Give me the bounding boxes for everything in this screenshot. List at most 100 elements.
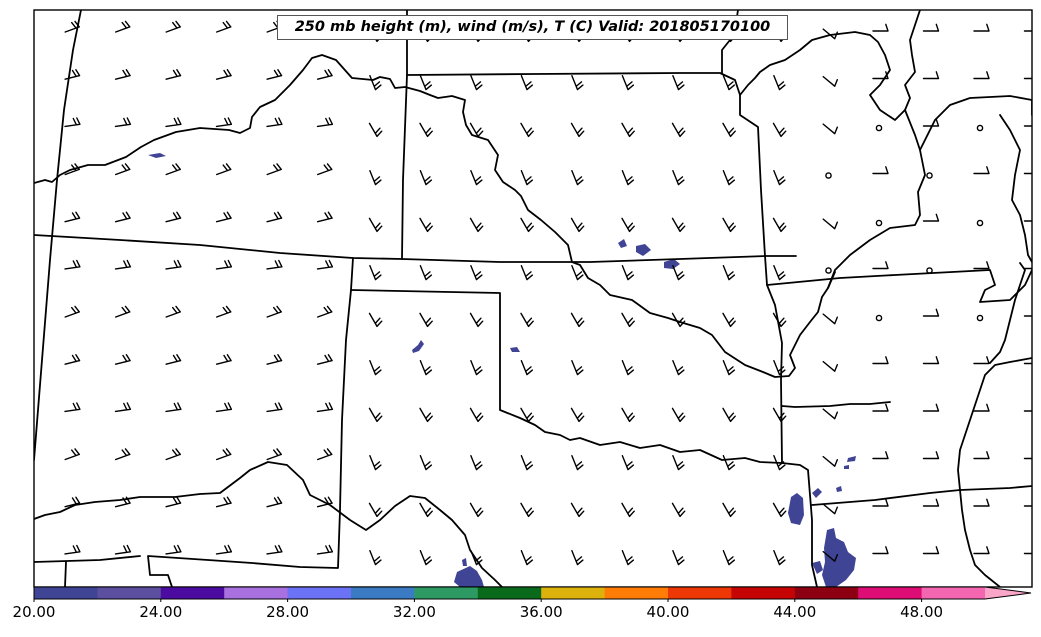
wind-barb xyxy=(165,117,182,128)
wind-barb xyxy=(570,407,585,423)
colorbar-segment xyxy=(794,587,859,599)
wind-barb xyxy=(470,550,483,566)
wind-barb xyxy=(470,360,483,376)
wind-barb xyxy=(215,402,233,413)
wind-barb xyxy=(922,403,940,412)
wind-barb xyxy=(316,354,333,365)
wind-barb xyxy=(772,407,787,423)
wind-barb xyxy=(469,217,484,233)
wind-barb xyxy=(773,170,786,186)
wind-barb xyxy=(773,360,786,376)
wind-barb xyxy=(114,117,132,128)
colorbar-tick-label: 40.00 xyxy=(646,603,690,621)
colorbar-segment xyxy=(34,587,98,599)
wind-barb xyxy=(266,402,283,413)
wind-barb xyxy=(872,166,889,175)
wind-barb xyxy=(470,265,483,281)
wind-barb xyxy=(621,550,635,566)
wind-barb xyxy=(672,75,685,91)
calm-circle xyxy=(976,219,984,227)
wind-barb xyxy=(266,305,282,318)
wind-barb xyxy=(722,312,736,328)
wind-barb xyxy=(419,217,433,233)
wind-barb xyxy=(773,75,786,91)
wind-barb xyxy=(64,544,81,555)
wind-barb xyxy=(64,117,81,128)
colorbar-tick-label: 32.00 xyxy=(392,603,436,621)
wind-barb xyxy=(822,360,838,372)
wind-barb xyxy=(115,163,131,176)
wind-barb xyxy=(973,356,990,365)
wind-barb xyxy=(922,546,940,555)
wind-barb xyxy=(520,312,534,328)
wind-barb xyxy=(419,170,433,186)
wind-barb xyxy=(419,360,433,376)
wind-barb xyxy=(872,546,889,555)
calm-circle xyxy=(825,172,832,179)
wind-barb xyxy=(266,211,283,223)
wind-barb xyxy=(922,451,940,460)
wind-barb xyxy=(114,496,131,508)
wind-barb xyxy=(215,117,233,128)
wind-barb xyxy=(722,502,736,518)
colorbar-segment xyxy=(668,587,732,599)
colorbar-segment xyxy=(541,587,606,599)
wind-barb xyxy=(215,496,232,508)
wind-barb xyxy=(165,163,181,176)
wind-barb xyxy=(64,259,81,270)
wind-barb xyxy=(1023,410,1032,412)
wind-barb xyxy=(571,360,584,376)
wind-barb xyxy=(722,217,736,233)
wind-barb xyxy=(369,170,382,186)
colorbar-segment xyxy=(351,587,415,599)
wind-barb xyxy=(165,354,182,365)
calm-circle xyxy=(875,124,883,132)
wind-barb xyxy=(1023,457,1032,460)
wind-barb xyxy=(722,407,736,423)
wind-barb xyxy=(419,550,433,566)
wind-barb xyxy=(368,122,383,138)
wind-barb xyxy=(973,71,990,80)
wind-barb xyxy=(469,502,484,518)
wind-barb xyxy=(266,69,283,80)
wind-barb xyxy=(822,503,838,515)
wind-barb xyxy=(470,170,483,186)
wind-barb xyxy=(722,170,736,186)
wind-barb xyxy=(1023,505,1032,507)
wind-barb xyxy=(470,75,483,91)
wind-barb xyxy=(165,402,182,413)
wind-barb xyxy=(114,211,131,223)
wind-barb xyxy=(672,455,685,471)
wind-barb xyxy=(520,407,534,423)
wind-barb xyxy=(822,75,838,87)
wind-barb xyxy=(922,308,940,317)
wind-barb xyxy=(419,122,433,138)
wind-barb xyxy=(822,455,838,467)
wind-barb xyxy=(520,550,534,566)
wind-barb xyxy=(722,455,736,471)
wind-barb xyxy=(722,122,736,138)
wind-barb xyxy=(64,20,80,33)
wind-barb xyxy=(520,122,534,138)
wind-barb xyxy=(722,550,736,566)
wind-barb xyxy=(621,312,635,328)
wind-barb xyxy=(165,259,182,270)
wind-barb xyxy=(165,211,182,223)
wind-barb xyxy=(621,455,635,471)
map-title: 250 mb height (m), wind (m/s), T (C) Val… xyxy=(277,15,788,40)
colorbar-segment xyxy=(97,587,162,599)
wind-barb xyxy=(773,265,786,281)
wind-barb xyxy=(822,408,838,420)
wind-barb xyxy=(672,550,685,566)
wind-barb xyxy=(165,448,181,461)
wind-barb xyxy=(571,550,584,566)
wind-barb xyxy=(266,496,283,508)
wind-barb xyxy=(571,455,584,471)
colorbar-tick-label: 36.00 xyxy=(519,603,563,621)
wind-barb xyxy=(773,455,786,471)
wind-barb xyxy=(215,69,232,80)
wind-barb xyxy=(165,305,181,318)
wind-barb xyxy=(822,123,838,135)
